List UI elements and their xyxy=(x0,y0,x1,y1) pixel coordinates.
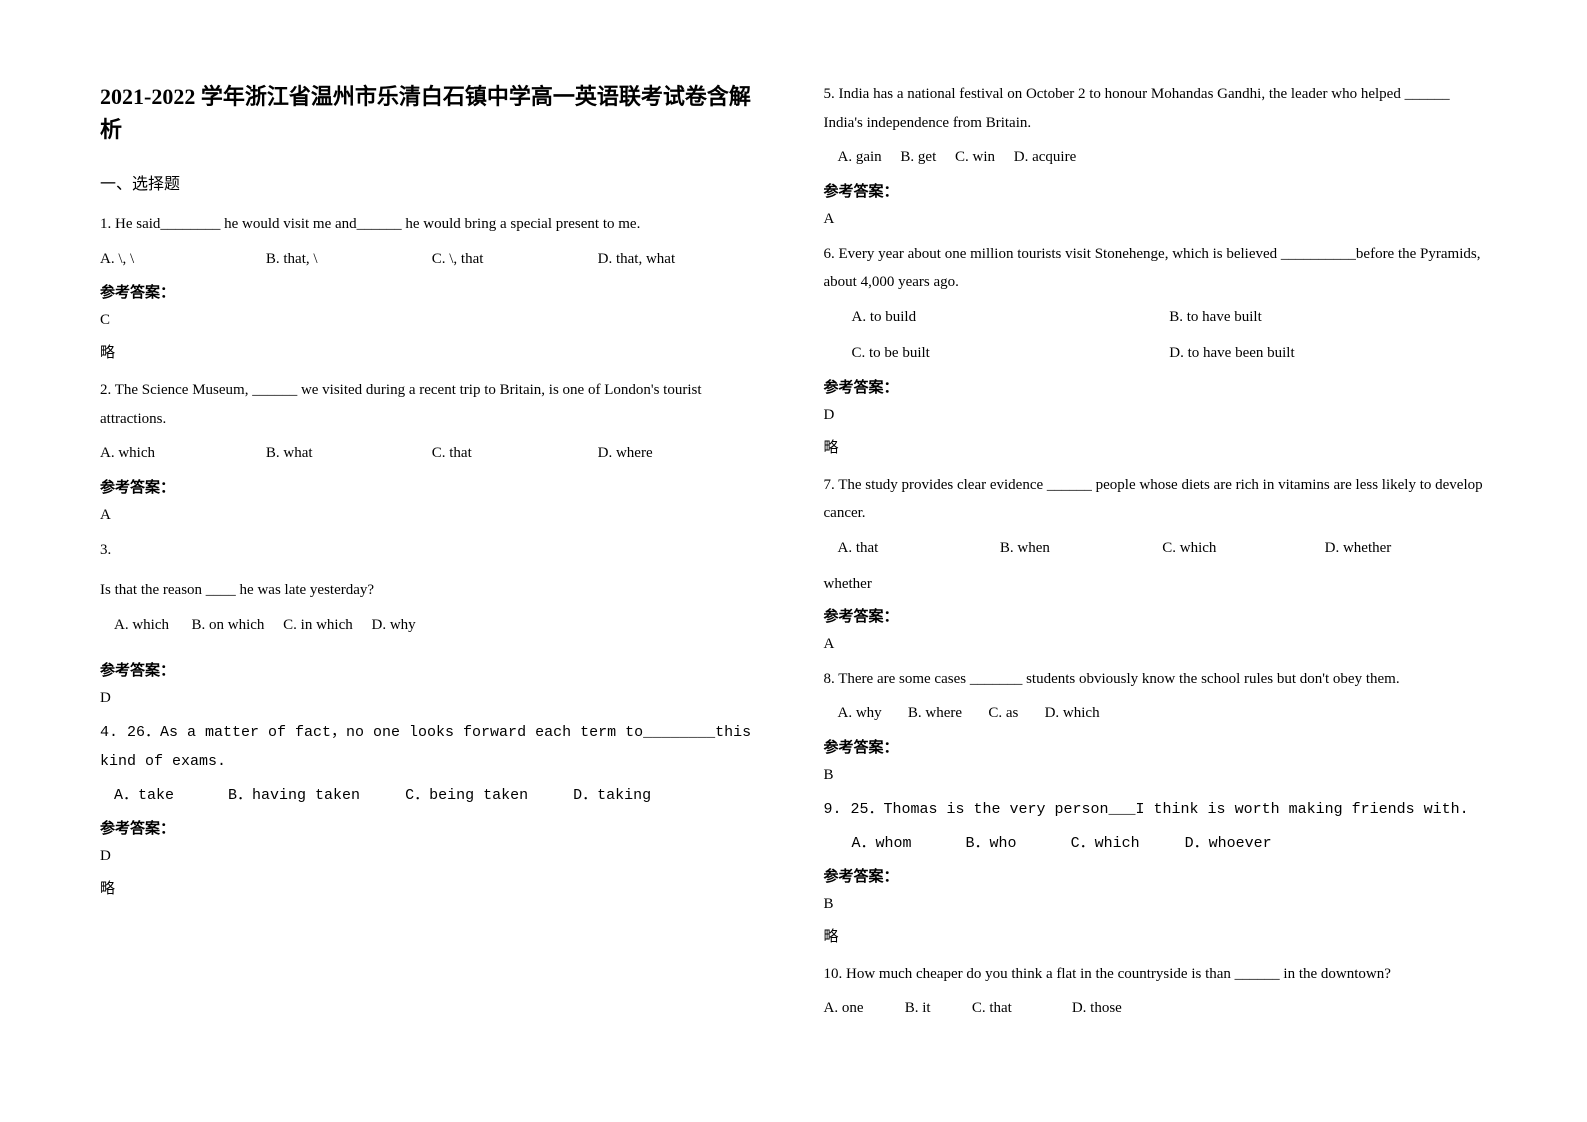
q10-opt-c: C. that xyxy=(972,994,1012,1023)
q4-answer: D xyxy=(100,848,764,865)
q8-opt-a: A. why xyxy=(838,699,882,728)
q10-opt-d: D. those xyxy=(1072,994,1122,1023)
q5-opt-b: B. get xyxy=(900,143,936,172)
q5-opt-a: A. gain xyxy=(838,143,882,172)
q1-brief: 略 xyxy=(100,341,764,362)
question-7-options: A. that B. when C. which D. whether xyxy=(824,534,1488,563)
q6-brief: 略 xyxy=(824,436,1488,457)
q9-answer: B xyxy=(824,896,1488,913)
q5-opt-d: D. acquire xyxy=(1014,143,1076,172)
question-3-text: Is that the reason ____ he was late yest… xyxy=(100,576,764,605)
question-1-text: 1. He said________ he would visit me and… xyxy=(100,210,764,239)
q6-answer: D xyxy=(824,407,1488,424)
q8-answer-label: 参考答案： xyxy=(824,736,1488,757)
q2-opt-b: B. what xyxy=(266,439,432,468)
question-5-options: A. gain B. get C. win D. acquire xyxy=(824,143,1488,172)
q9-brief: 略 xyxy=(824,925,1488,946)
q10-opt-a: A. one xyxy=(824,994,864,1023)
q4-brief: 略 xyxy=(100,877,764,898)
q3-opt-a: A. which xyxy=(114,611,169,640)
q4-answer-label: 参考答案： xyxy=(100,817,764,838)
q7-opt-c: C. which xyxy=(1162,534,1324,563)
question-1-options: A. \, \ B. that, \ C. \, that D. that, w… xyxy=(100,245,764,274)
q10-opt-b: B. it xyxy=(905,994,931,1023)
q4-opt-a: A．take xyxy=(114,787,174,804)
q7-opt-d-cont: whether xyxy=(824,570,1488,599)
q9-opt-a: A．whom xyxy=(852,835,912,852)
exam-title: 2021-2022 学年浙江省温州市乐清白石镇中学高一英语联考试卷含解析 xyxy=(100,80,764,146)
q2-opt-a: A. which xyxy=(100,439,266,468)
q7-opt-b: B. when xyxy=(1000,534,1162,563)
q4-opt-d: D．taking xyxy=(573,787,651,804)
question-3-lead: 3. xyxy=(100,536,764,565)
q5-opt-c: C. win xyxy=(955,143,995,172)
q3-opt-c: C. in which xyxy=(283,611,353,640)
q2-opt-d: D. where xyxy=(598,439,764,468)
q7-answer: A xyxy=(824,636,1488,653)
question-2-options: A. which B. what C. that D. where xyxy=(100,439,764,468)
q7-opt-a: A. that xyxy=(838,534,1000,563)
left-column: 2021-2022 学年浙江省温州市乐清白石镇中学高一英语联考试卷含解析 一、选… xyxy=(100,80,764,1031)
q2-answer: A xyxy=(100,507,764,524)
question-3-options: A. which B. on which C. in which D. why xyxy=(100,611,764,640)
q9-answer-label: 参考答案： xyxy=(824,865,1488,886)
q9-opt-b: B．who xyxy=(966,835,1017,852)
q8-answer: B xyxy=(824,767,1488,784)
q8-opt-c: C. as xyxy=(988,699,1018,728)
question-10-text: 10. How much cheaper do you think a flat… xyxy=(824,960,1488,989)
question-4-text: 4. 26．As a matter of fact，no one looks f… xyxy=(100,719,764,776)
exam-page: 2021-2022 学年浙江省温州市乐清白石镇中学高一英语联考试卷含解析 一、选… xyxy=(0,0,1587,1071)
q3-opt-d: D. why xyxy=(372,611,416,640)
question-4-options: A．take B．having taken C．being taken D．ta… xyxy=(100,782,764,811)
q7-opt-d: D. whether xyxy=(1325,534,1487,563)
question-8-options: A. why B. where C. as D. which xyxy=(824,699,1488,728)
section-heading: 一、选择题 xyxy=(100,170,764,194)
question-6-options-row1: A. to build B. to have built xyxy=(824,303,1488,332)
q5-answer-label: 参考答案： xyxy=(824,180,1488,201)
question-6-options-row2: C. to be built D. to have been built xyxy=(824,339,1488,368)
question-5-text: 5. India has a national festival on Octo… xyxy=(824,80,1488,137)
q3-opt-b: B. on which xyxy=(192,611,265,640)
question-9-text: 9. 25．Thomas is the very person___I thin… xyxy=(824,796,1488,825)
q8-opt-b: B. where xyxy=(908,699,962,728)
question-6-text: 6. Every year about one million tourists… xyxy=(824,240,1488,297)
q6-opt-b: B. to have built xyxy=(1169,303,1487,332)
q9-opt-c: C．which xyxy=(1071,835,1140,852)
q9-opt-d: D．whoever xyxy=(1185,835,1272,852)
q1-opt-d: D. that, what xyxy=(598,245,764,274)
q7-answer-label: 参考答案： xyxy=(824,605,1488,626)
question-10-options: A. one B. it C. that D. those xyxy=(824,994,1488,1023)
q2-opt-c: C. that xyxy=(432,439,598,468)
q4-opt-c: C．being taken xyxy=(405,787,528,804)
q1-opt-b: B. that, \ xyxy=(266,245,432,274)
q8-opt-d: D. which xyxy=(1045,699,1100,728)
q1-answer: C xyxy=(100,312,764,329)
q6-opt-d: D. to have been built xyxy=(1169,339,1487,368)
question-7-text: 7. The study provides clear evidence ___… xyxy=(824,471,1488,528)
q5-answer: A xyxy=(824,211,1488,228)
q3-answer-label: 参考答案： xyxy=(100,659,764,680)
q4-opt-b: B．having taken xyxy=(228,787,360,804)
question-2-text: 2. The Science Museum, ______ we visited… xyxy=(100,376,764,433)
q1-opt-c: C. \, that xyxy=(432,245,598,274)
right-column: 5. India has a national festival on Octo… xyxy=(824,80,1488,1031)
q1-opt-a: A. \, \ xyxy=(100,245,266,274)
q6-opt-c: C. to be built xyxy=(852,339,1170,368)
q1-answer-label: 参考答案： xyxy=(100,281,764,302)
q6-opt-a: A. to build xyxy=(852,303,1170,332)
question-9-options: A．whom B．who C．which D．whoever xyxy=(824,830,1488,859)
q2-answer-label: 参考答案： xyxy=(100,476,764,497)
question-8-text: 8. There are some cases _______ students… xyxy=(824,665,1488,694)
q3-answer: D xyxy=(100,690,764,707)
q6-answer-label: 参考答案： xyxy=(824,376,1488,397)
